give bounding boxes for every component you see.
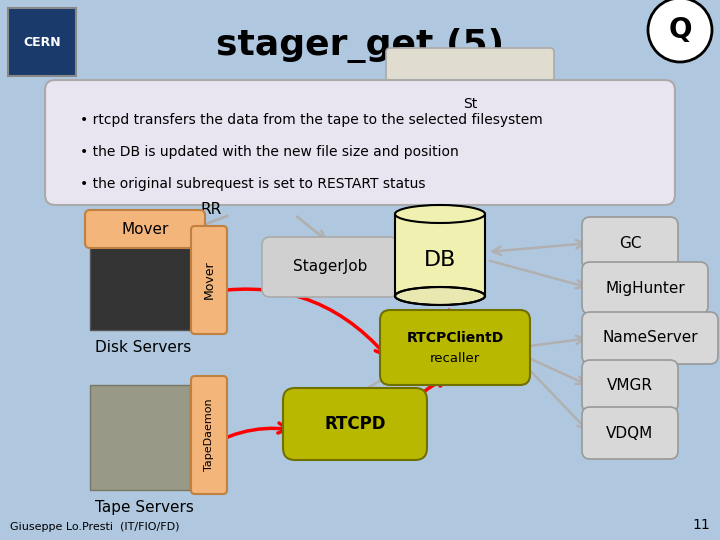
Bar: [90, 230, 190, 330]
Text: RR: RR: [200, 202, 221, 218]
Text: VDQM: VDQM: [606, 426, 654, 441]
FancyBboxPatch shape: [191, 376, 227, 494]
FancyBboxPatch shape: [582, 360, 678, 412]
FancyBboxPatch shape: [45, 80, 675, 205]
Text: • the DB is updated with the new file size and position: • the DB is updated with the new file si…: [80, 145, 459, 159]
Text: Mover: Mover: [121, 221, 168, 237]
FancyBboxPatch shape: [582, 407, 678, 459]
Bar: [90, 385, 190, 490]
Text: Disk Servers: Disk Servers: [95, 340, 192, 355]
Text: TapeDaemon: TapeDaemon: [204, 399, 214, 471]
Text: recaller: recaller: [430, 352, 480, 365]
Text: Tape Servers: Tape Servers: [95, 500, 194, 515]
Text: GC: GC: [618, 235, 642, 251]
Text: Mover: Mover: [202, 261, 215, 299]
Text: CERN: CERN: [23, 36, 60, 49]
FancyBboxPatch shape: [191, 226, 227, 334]
FancyBboxPatch shape: [380, 310, 530, 385]
FancyBboxPatch shape: [386, 48, 554, 94]
Ellipse shape: [395, 205, 485, 223]
Bar: [8, 8, 76, 76]
Text: StagerJob: StagerJob: [293, 260, 367, 274]
Text: NameServer: NameServer: [602, 330, 698, 346]
FancyBboxPatch shape: [262, 237, 398, 297]
Text: Giuseppe Lo.Presti  (IT/FIO/FD): Giuseppe Lo.Presti (IT/FIO/FD): [10, 522, 179, 532]
Bar: [395, 214, 485, 296]
Text: VMGR: VMGR: [607, 379, 653, 394]
Text: MigHunter: MigHunter: [605, 280, 685, 295]
Ellipse shape: [395, 287, 485, 305]
FancyBboxPatch shape: [582, 312, 718, 364]
Circle shape: [648, 0, 712, 62]
Text: RTCPD: RTCPD: [324, 415, 386, 433]
FancyBboxPatch shape: [283, 388, 427, 460]
Text: RTCPClientD: RTCPClientD: [406, 331, 503, 345]
Text: St: St: [463, 97, 477, 111]
Text: DB: DB: [424, 250, 456, 270]
Text: stager_get (5): stager_get (5): [216, 28, 504, 63]
FancyBboxPatch shape: [582, 217, 678, 269]
Text: • the original subrequest is set to RESTART status: • the original subrequest is set to REST…: [80, 177, 426, 191]
Text: 11: 11: [692, 518, 710, 532]
Text: • rtcpd transfers the data from the tape to the selected filesystem: • rtcpd transfers the data from the tape…: [80, 113, 543, 127]
FancyBboxPatch shape: [582, 262, 708, 314]
Text: Q: Q: [668, 16, 692, 44]
FancyBboxPatch shape: [85, 210, 205, 248]
